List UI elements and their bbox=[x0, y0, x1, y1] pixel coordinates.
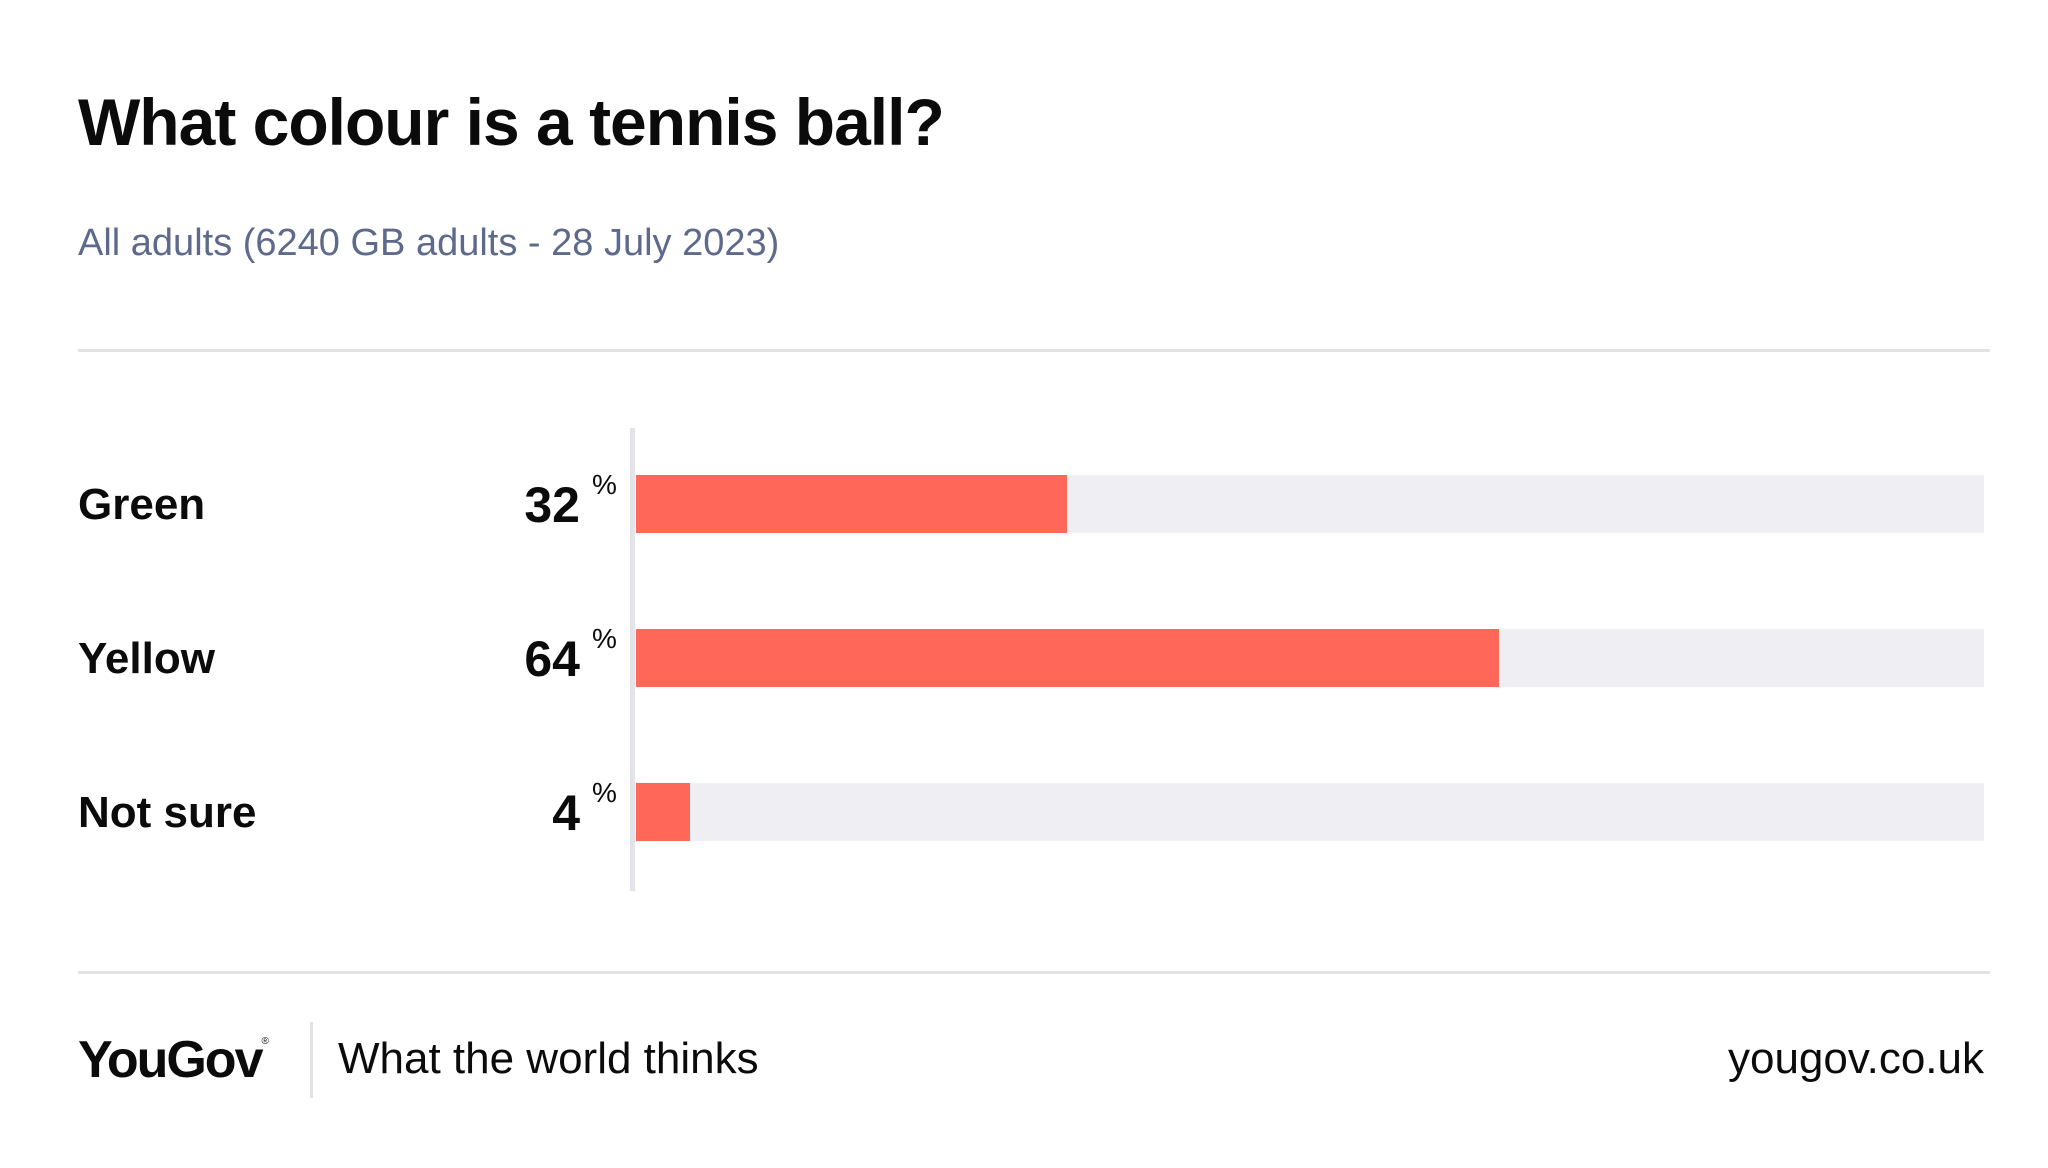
brand-mark: ® bbox=[261, 1036, 269, 1047]
unit-label: % bbox=[592, 777, 617, 808]
yougov-logo: YouGov® bbox=[78, 1030, 269, 1090]
brand-name: YouGov bbox=[78, 1031, 263, 1089]
footer-tagline: What the world thinks bbox=[338, 1034, 759, 1083]
category-label: Yellow bbox=[78, 634, 215, 683]
category-label: Green bbox=[78, 480, 206, 529]
bar-track bbox=[636, 475, 1984, 533]
bar-row: Yellow 64% bbox=[0, 623, 2048, 689]
unit-label: % bbox=[592, 469, 617, 500]
chart-axis-line bbox=[630, 428, 635, 891]
top-divider bbox=[78, 349, 1990, 352]
footer-separator bbox=[310, 1022, 313, 1098]
footer-url: yougov.co.uk bbox=[1727, 1034, 1984, 1083]
bar bbox=[636, 475, 1068, 533]
value-label: 64 bbox=[524, 631, 580, 687]
chart-subtitle: All adults (6240 GB adults - 28 July 202… bbox=[78, 222, 780, 264]
bar-row: Green 32% bbox=[0, 469, 2048, 535]
chart-title: What colour is a tennis ball? bbox=[78, 85, 945, 159]
bar bbox=[636, 629, 1499, 687]
value-label: 4 bbox=[552, 785, 580, 841]
value-label: 32 bbox=[524, 477, 580, 533]
bar bbox=[636, 783, 690, 841]
bar-track bbox=[636, 783, 1984, 841]
category-label: Not sure bbox=[78, 788, 257, 837]
bottom-divider bbox=[78, 971, 1990, 974]
bar-track bbox=[636, 629, 1984, 687]
unit-label: % bbox=[592, 623, 617, 654]
bar-row: Not sure 4% bbox=[0, 777, 2048, 843]
